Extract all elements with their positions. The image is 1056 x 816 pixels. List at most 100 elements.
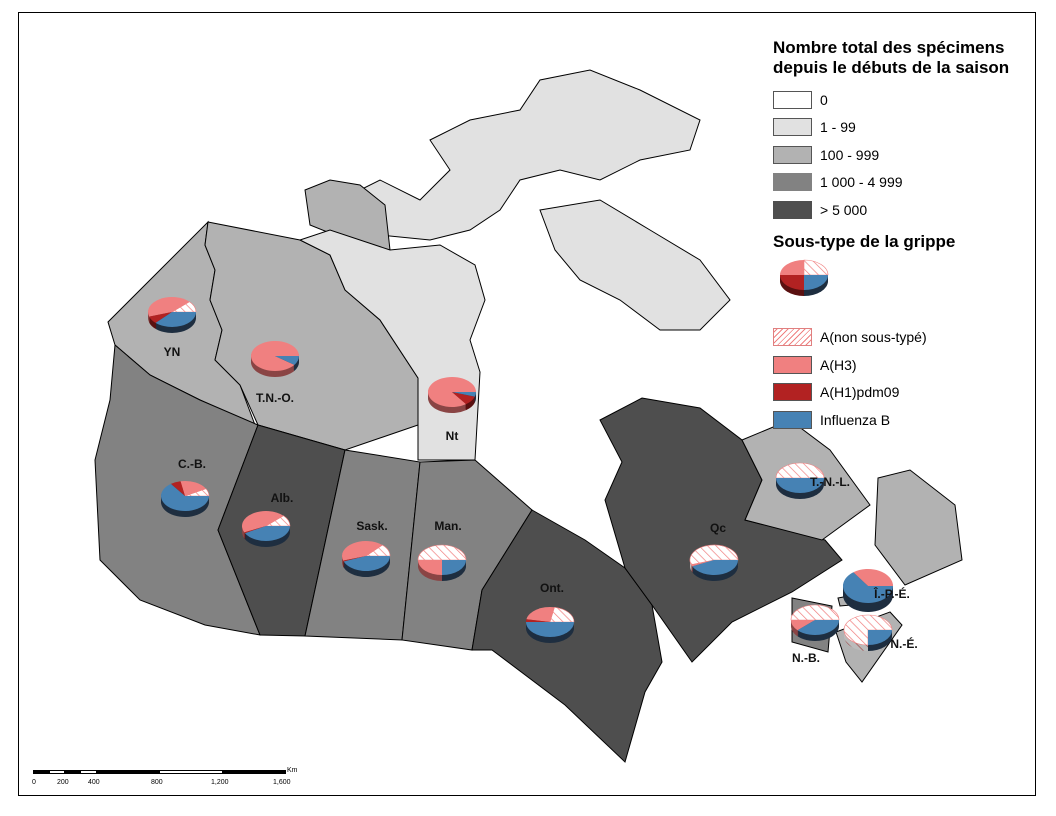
legend-subtype: Influenza B	[773, 406, 1035, 434]
pie-slice-h3	[342, 541, 383, 561]
pie-slice-unsubtyped	[775, 462, 825, 479]
pie-slice-h3	[241, 511, 284, 533]
pie-slice-influenza-b	[452, 392, 476, 397]
legend-title: Nombre total des spécimens depuis le déb…	[773, 38, 1035, 78]
subtype-title: Sous-type de la grippe	[773, 231, 956, 251]
legend-class: 1 - 99	[773, 114, 1035, 142]
scale-tick: 1,600	[273, 779, 291, 786]
pie-slice-h3	[780, 260, 804, 275]
pie-slice-unsubtyped	[803, 259, 829, 276]
scale-tick: 200	[57, 779, 69, 786]
pie-chart-NB	[790, 604, 840, 641]
pie-chart-Qc	[689, 544, 739, 581]
region-label-NS: N.-É.	[890, 636, 917, 651]
pie-slice-influenza-b	[275, 356, 299, 365]
pie-slice-influenza-b	[343, 556, 390, 572]
pie-slice-influenza-b	[161, 483, 209, 512]
region-label-Nt: Nt	[446, 429, 459, 443]
region-label-CB: C.-B.	[178, 457, 206, 471]
legend-label: 0	[820, 91, 828, 108]
pie-slice-influenza-b	[692, 560, 738, 575]
legend-label: > 5 000	[820, 201, 868, 218]
region-label-Alb: Alb.	[271, 491, 294, 505]
legend-class: 0	[773, 86, 1035, 114]
pie-slice-unsubtyped	[184, 488, 210, 497]
legend-label: 1 - 99	[820, 119, 856, 136]
region-label-TNL: T.-N.-L.	[810, 475, 850, 489]
region-label-YN: YN	[164, 345, 181, 359]
pie-slice-h1pdm09	[343, 556, 366, 562]
pie-chart-Man	[417, 544, 467, 581]
region-label-IPE: Î.-P.-É.	[873, 586, 910, 601]
legend-subtype: A(non sous-typé)	[773, 324, 1035, 352]
pie-slice-unsubtyped	[365, 544, 391, 557]
legend-subtype: A(H3)	[773, 351, 1035, 379]
region-Qc[interactable]	[599, 397, 843, 663]
pie-chart-NS	[843, 614, 893, 651]
region-label-Man: Man.	[434, 519, 461, 533]
pie-slice-unsubtyped	[790, 604, 840, 621]
pie-slice-h3	[418, 560, 442, 575]
pie-slice-h1pdm09	[170, 481, 185, 496]
swatch-hatched	[773, 328, 812, 347]
scale-tick: 800	[151, 779, 163, 786]
pie-slice-influenza-b	[526, 622, 574, 637]
pie-slice-h3	[791, 620, 815, 631]
pie-slice-unsubtyped	[417, 544, 467, 561]
swatch	[773, 90, 812, 109]
legend-label: Influenza B	[820, 411, 891, 428]
region-label-Sask: Sask.	[356, 519, 387, 533]
pie-slice-influenza-b	[804, 275, 828, 290]
legend-label: 100 - 999	[820, 146, 880, 163]
pie-chart-TNO	[251, 340, 299, 377]
scale-tick: 0	[32, 779, 36, 786]
arctic-islands	[339, 69, 701, 241]
pie-chart-Sask	[342, 541, 391, 577]
map-frame	[18, 12, 1036, 796]
legend: Nombre total des spécimens depuis le déb…	[773, 38, 1035, 434]
scale-tick: 1,200	[211, 779, 229, 786]
scale-tick: 400	[88, 779, 100, 786]
pie-slice-unsubtyped	[843, 614, 893, 646]
pie-slice-influenza-b	[868, 630, 892, 645]
legend-label: A(H3)	[820, 356, 857, 373]
region-label-Qc: Qc	[710, 521, 726, 535]
pie-slice-unsubtyped	[549, 606, 575, 623]
pie-slice-influenza-b	[244, 526, 290, 542]
pie-slice-h3	[691, 560, 714, 567]
pie-slice-h3	[526, 607, 555, 622]
pie-slice-influenza-b	[797, 620, 839, 635]
legend-subtype: A(H1)pdm09	[773, 379, 1035, 407]
pie-chart-Alb	[241, 511, 291, 547]
baffin-island	[539, 199, 731, 331]
pie-slice-h1pdm09	[244, 526, 266, 534]
region-label-NB: N.-B.	[792, 651, 820, 665]
legend-label: A(H1)pdm09	[820, 384, 900, 401]
swatch	[773, 118, 812, 137]
swatch	[773, 200, 812, 219]
pie-chart-CB	[161, 481, 210, 517]
legend-class: 1 000 - 4 999	[773, 169, 1035, 197]
scale-bar: Km 0 200 400 800 1,200 1,600	[32, 767, 298, 786]
legend-label: 1 000 - 4 999	[820, 174, 903, 191]
pie-slice-influenza-b	[776, 478, 824, 493]
pie-slice-unsubtyped	[170, 301, 197, 313]
pie-chart-TNL	[775, 462, 825, 499]
pie-slice-h3	[180, 481, 207, 496]
pie-slice-influenza-b	[155, 312, 196, 328]
swatch	[773, 410, 812, 429]
legend-title-line: depuis le débuts de la saison	[773, 58, 1010, 77]
region-label-Ont: Ont.	[540, 581, 564, 595]
region-label-TNO: T.N.-O.	[256, 391, 294, 405]
swatch	[773, 173, 812, 192]
legend-class: 100 - 999	[773, 141, 1035, 169]
pie-chart-Ont	[526, 606, 575, 643]
pie-slice-h3	[147, 296, 190, 317]
swatch	[773, 355, 812, 374]
swatch	[773, 383, 812, 402]
pie-chart-YN	[147, 296, 197, 333]
pie-slice-influenza-b	[842, 572, 893, 603]
pie-slice-influenza-b	[442, 560, 466, 575]
pie-slice-h1pdm09	[149, 312, 172, 323]
pie-slice-unsubtyped	[264, 515, 291, 527]
